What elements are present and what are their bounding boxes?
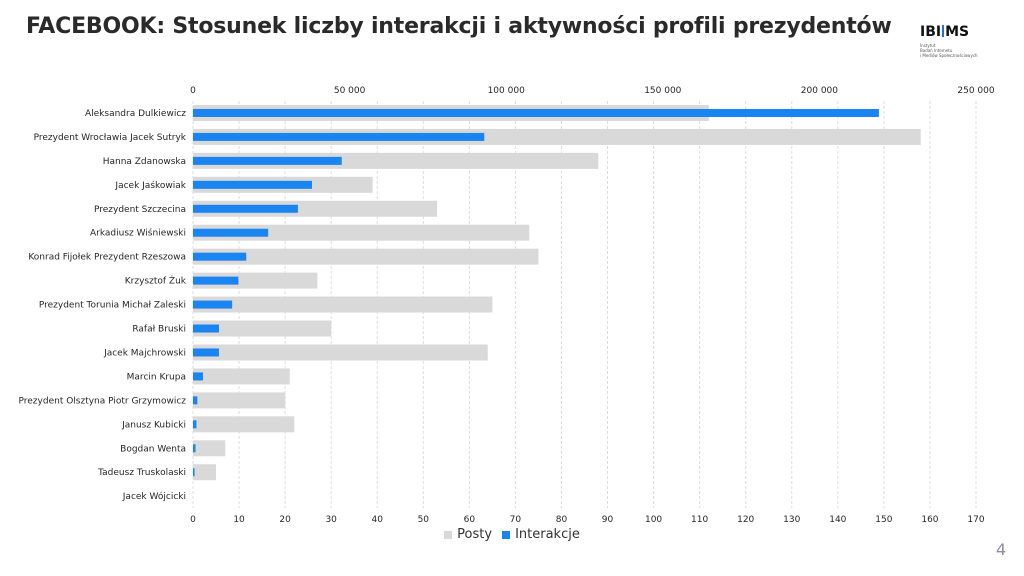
top-axis-tick-label: 50 000 [334,86,366,96]
top-axis-tick-label: 0 [190,86,196,96]
bottom-axis-tick-label: 0 [190,515,196,525]
top-axis-tick-label: 200 000 [801,86,838,96]
bottom-axis-tick-label: 70 [510,515,522,525]
category-label: Tadeusz Truskolaski [97,468,186,478]
interactions-bar [193,348,219,357]
bottom-axis-tick-label: 60 [464,515,476,525]
top-axis-tick-label: 100 000 [488,86,525,96]
category-label: Rafał Bruski [132,325,186,335]
posts-bar [193,392,286,409]
interactions-bar [193,132,485,141]
legend-item-interactions: Interakcje [502,527,580,542]
logo-bar-icon [942,25,945,37]
category-label: Krzysztof Żuk [125,276,187,287]
category-label: Janusz Kubicki [121,420,186,430]
bottom-axis-tick-label: 170 [967,515,984,525]
bottom-axis-tick-label: 10 [233,515,245,525]
bottom-axis-tick-label: 90 [602,515,614,525]
category-label: Prezydent Wrocławia Jacek Sutryk [34,133,187,143]
top-axis-tick-label: 250 000 [957,86,994,96]
bottom-axis-tick-label: 20 [279,515,291,525]
posts-bar [193,440,226,457]
interactions-bar [193,156,342,165]
interactions-bar [193,300,233,309]
bottom-axis-tick-label: 110 [691,515,708,525]
bottom-axis-tick-label: 150 [875,515,892,525]
bottom-axis-tick-label: 80 [556,515,568,525]
category-label: Jacek Wójcicki [122,491,186,502]
posts-bar [193,416,295,433]
category-label: Hanna Zdanowska [103,157,186,167]
bottom-axis-tick-label: 130 [783,515,800,525]
chart-legend: Posty Interakcje [0,527,1024,542]
top-axis-tick-label: 150 000 [644,86,681,96]
category-label: Konrad Fijołek Prezydent Rzeszowa [28,253,186,263]
bottom-axis-tick-label: 140 [829,515,846,525]
bottom-axis-tick-label: 160 [921,515,938,525]
category-label: Jacek Majchrowski [103,348,186,358]
category-label: Prezydent Szczecina [94,205,186,215]
page-title: FACEBOOK: Stosunek liczby interakcji i a… [26,14,892,39]
interactions-bar [193,276,239,285]
legend-swatch-interactions [502,530,511,539]
page-number: 4 [996,540,1007,559]
interactions-bar [193,420,197,429]
category-label: Aleksandra Dulkiewicz [85,109,186,119]
interactions-bar [193,372,204,381]
legend-item-posts: Posty [444,527,492,542]
interactions-bar [193,396,198,405]
interactions-bar [193,324,219,333]
posts-bar [193,248,539,265]
interactions-bar [193,228,269,237]
category-label: Prezydent Olsztyna Piotr Grzymowicz [19,396,187,406]
posts-bar [193,224,530,241]
interactions-bar [193,108,879,117]
interactions-bar [193,204,298,213]
bottom-axis-tick-label: 120 [737,515,754,525]
bottom-axis-tick-label: 30 [325,515,337,525]
category-label: Marcin Krupa [127,372,186,382]
category-label: Arkadiusz Wiśniewski [90,228,186,239]
interactions-bar [193,468,195,477]
bottom-axis-tick-label: 100 [645,515,662,525]
category-label: Jacek Jaśkowiak [114,180,186,191]
ibims-logo: IBI MS Instytut Badań Internetu i Mediów … [920,24,1010,58]
posts-bar [193,344,488,361]
posts-bar [193,464,217,481]
bottom-axis-tick-label: 50 [418,515,430,525]
logo-mark: IBI MS [920,24,970,40]
posts-bar [193,368,290,385]
logo-subtitle: Instytut Badań Internetu i Mediów Społec… [920,43,978,58]
interactions-bar [193,444,196,453]
interactions-bar [193,252,247,261]
posts-bar [193,296,493,313]
interactions-bar [193,180,313,189]
category-label: Prezydent Torunia Michał Zaleski [39,301,186,311]
bottom-axis-tick-label: 40 [372,515,384,525]
category-label: Bogdan Wenta [120,444,186,454]
legend-swatch-posts [444,530,453,539]
posts-bar [193,320,332,337]
